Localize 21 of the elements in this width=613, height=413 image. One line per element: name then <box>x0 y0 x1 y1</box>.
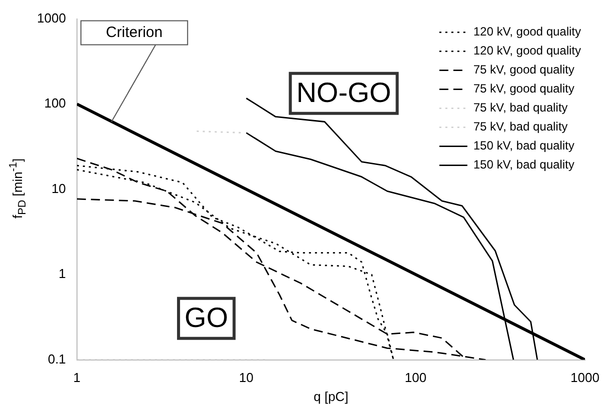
annotation: NO-GO <box>296 77 392 108</box>
x-tick-label: 100 <box>404 370 426 386</box>
annotation: GO <box>184 302 228 334</box>
x-axis-title: q [pC] <box>314 388 348 404</box>
y-tick-label: 10 <box>51 180 66 196</box>
legend-label: 120 kV, good quality <box>473 24 582 39</box>
y-tick-label: 0.1 <box>48 351 66 366</box>
x-tick-label: 10 <box>239 370 254 386</box>
legend-label: 75 kV, good quality <box>473 62 574 77</box>
legend-label: 150 kV, bad quality <box>473 138 574 153</box>
legend-label: 75 kV, bad quality <box>473 120 568 134</box>
x-tick-label: 1000 <box>570 370 600 386</box>
legend-label: 150 kV, bad quality <box>473 158 574 172</box>
legend-label: 75 kV, good quality <box>473 82 574 96</box>
x-tick-label: 1 <box>73 370 81 386</box>
annotation: Criterion <box>106 24 163 41</box>
y-tick-label: 100 <box>44 96 66 111</box>
y-tick-label: 1000 <box>37 10 66 26</box>
legend-label: 120 kV, good quality <box>473 44 582 58</box>
legend-label: 75 kV, bad quality <box>473 100 568 115</box>
y-tick-label: 1 <box>58 266 66 282</box>
